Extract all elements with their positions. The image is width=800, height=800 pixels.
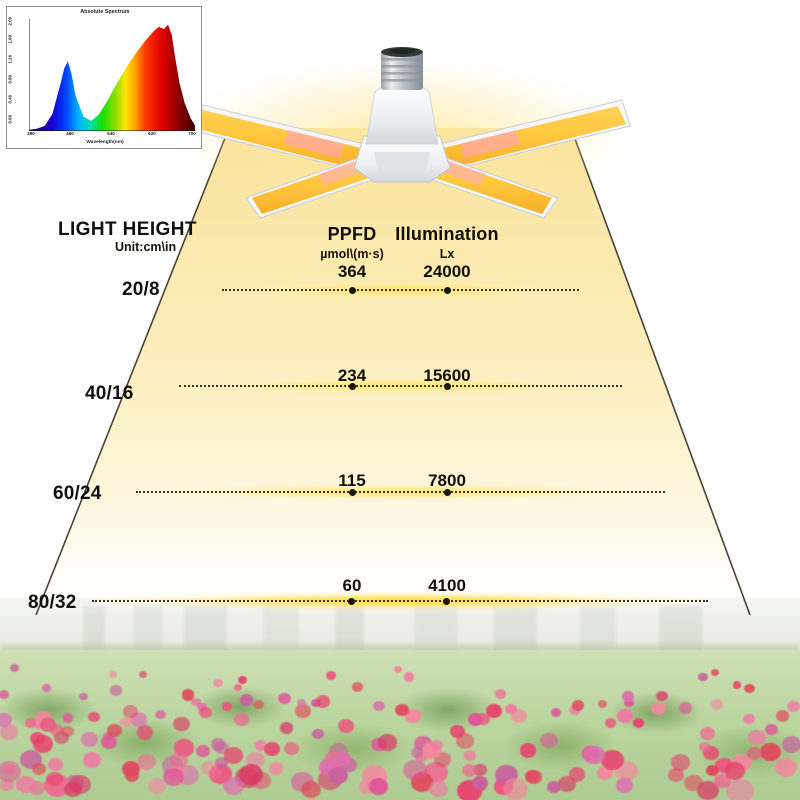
- height-label: 40/16: [85, 383, 134, 404]
- height-label: 80/32: [28, 592, 77, 613]
- ppfd-unit: µmol\(m·s): [320, 247, 384, 261]
- row-dashed-line: [92, 600, 708, 602]
- spectrum-ytick-4: 1.60: [7, 34, 13, 44]
- height-label: 60/24: [53, 483, 102, 504]
- lamp-bulb-body: [365, 83, 439, 145]
- ppfd-title: PPFD: [327, 224, 377, 244]
- column-header-illumination: Illumination Lx: [395, 224, 498, 261]
- illumination-value: 7800: [428, 471, 466, 490]
- absolute-spectrum-chart: Absolute Spectrum 0.00 0.40 0.80 1.20 1.…: [6, 6, 202, 149]
- spectrum-xtick-1: 460: [66, 131, 74, 136]
- ppfd-measure-dot: [348, 286, 356, 294]
- illumination-value: 15600: [423, 366, 471, 385]
- illumination-measure-dot: [443, 382, 451, 390]
- spectrum-ytick-3: 1.20: [7, 54, 13, 64]
- spectrum-curve: [29, 19, 195, 131]
- light-height-title: LIGHT HEIGHT: [58, 219, 197, 240]
- height-label: 20/8: [122, 279, 160, 300]
- ppfd-value: 364: [337, 262, 367, 281]
- row-dashed-line: [179, 385, 622, 387]
- illumination-measure-dot: [443, 286, 451, 294]
- ppfd-measure-dot: [347, 597, 355, 605]
- spectrum-xtick-0: 380: [27, 131, 35, 136]
- illumination-measure-dot: [442, 597, 450, 605]
- row-dashed-line: [222, 289, 579, 291]
- spectrum-xlabel: Wavelength(nm): [86, 140, 124, 145]
- ppfd-value: 234: [337, 366, 367, 385]
- spectrum-xtick-4: 700: [188, 131, 196, 136]
- spectrum-ytick-0: 0.00: [7, 114, 13, 124]
- spectrum-ytick-2: 0.80: [7, 74, 13, 84]
- lamp-hub: [353, 135, 451, 183]
- illumination-measure-dot: [443, 488, 451, 496]
- flower-field-photo: [0, 598, 800, 800]
- spectrum-xtick-2: 540: [107, 131, 115, 136]
- illumination-value: 4100: [428, 576, 466, 595]
- light-height-unit: Unit:cm\in: [115, 240, 177, 254]
- flower-blooms: [0, 650, 800, 800]
- ppfd-measure-dot: [348, 488, 356, 496]
- lamp-blade-upper-right: [439, 99, 631, 171]
- led-grow-light-fixture: [172, 47, 632, 219]
- row-dashed-line: [136, 491, 665, 493]
- lamp-screw-base: [381, 47, 423, 90]
- illumination-unit: Lx: [439, 247, 455, 261]
- column-header-ppfd: PPFD µmol\(m·s): [320, 224, 383, 261]
- illumination-value: 24000: [423, 262, 471, 281]
- ppfd-value: 60: [342, 576, 362, 595]
- ppfd-value: 115: [338, 471, 366, 490]
- spectrum-title: Absolute Spectrum: [80, 9, 130, 15]
- spectrum-ytick-1: 0.40: [7, 94, 13, 104]
- illumination-title: Illumination: [395, 224, 499, 244]
- ppfd-measure-dot: [348, 382, 356, 390]
- spectrum-ytick-5: 2.00: [7, 16, 13, 26]
- spectrum-xtick-3: 620: [148, 131, 156, 136]
